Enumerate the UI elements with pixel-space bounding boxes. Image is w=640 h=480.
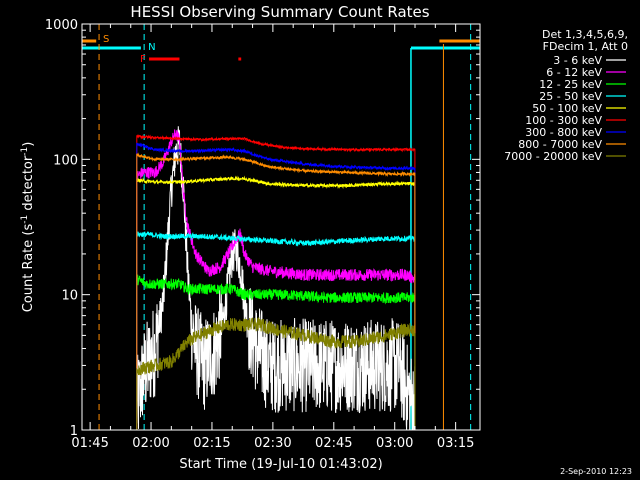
y-tick-label: 100 [53, 153, 78, 168]
legend-entry-label: 800 - 7000 keV [518, 138, 602, 151]
legend-entry-label: 7000 - 20000 keV [504, 150, 602, 163]
y-axis: 1 10 100 1000 [45, 18, 480, 439]
legend-entry-label: 300 - 800 keV [525, 126, 602, 139]
x-tick-label: 03:15 [437, 436, 474, 451]
x-axis: 01:45 02:00 02:15 02:30 02:45 03:00 03:15 [71, 24, 474, 451]
series-line-8 [136, 316, 416, 431]
series-line-5 [136, 133, 416, 431]
legend-entry-label: 100 - 300 keV [525, 114, 602, 127]
saa-flag-label: S [103, 34, 109, 45]
legend-entry-label: 3 - 6 keV [553, 54, 602, 67]
x-tick-label: 01:45 [71, 436, 108, 451]
y-tick-label: 1 [70, 424, 78, 439]
timestamp: 2-Sep-2010 12:23 [560, 467, 632, 476]
chart-title: HESSI Observing Summary Count Rates [130, 3, 429, 21]
series-line-4 [136, 175, 416, 431]
y-tick-label: 1000 [45, 18, 78, 33]
y-axis-label: Count Rate (s-1 detector-1) [20, 142, 36, 313]
night-flag-label: N [148, 42, 155, 53]
series-line-3 [136, 231, 416, 431]
x-axis-label: Start Time (19-Jul-10 01:43:02) [179, 457, 382, 472]
y-tick-label: 10 [61, 289, 78, 304]
x-tick-label: 02:30 [254, 436, 291, 451]
series-line-2 [136, 274, 416, 431]
legend-entry-label: 12 - 25 keV [539, 78, 602, 91]
legend-entry-label: 6 - 12 keV [546, 66, 602, 79]
legend-entry-label: 50 - 100 keV [532, 102, 602, 115]
series-line-1 [136, 129, 416, 431]
flare-flag-label: F [140, 54, 146, 65]
legend-header: Det 1,3,4,5,6,9, [542, 28, 628, 41]
plot-frame [81, 23, 481, 431]
series-group [136, 126, 416, 431]
x-tick-label: 02:45 [315, 436, 352, 451]
legend: Det 1,3,4,5,6,9,FDecim 1, Att 03 - 6 keV… [504, 28, 628, 163]
series-line-7 [136, 152, 416, 431]
x-tick-label: 02:00 [132, 436, 169, 451]
series-line-6 [136, 142, 416, 431]
series-line-0 [136, 126, 416, 431]
x-tick-label: 03:00 [376, 436, 413, 451]
legend-header: FDecim 1, Att 0 [543, 40, 628, 53]
x-tick-label: 02:15 [193, 436, 230, 451]
legend-entry-label: 25 - 50 keV [539, 90, 602, 103]
